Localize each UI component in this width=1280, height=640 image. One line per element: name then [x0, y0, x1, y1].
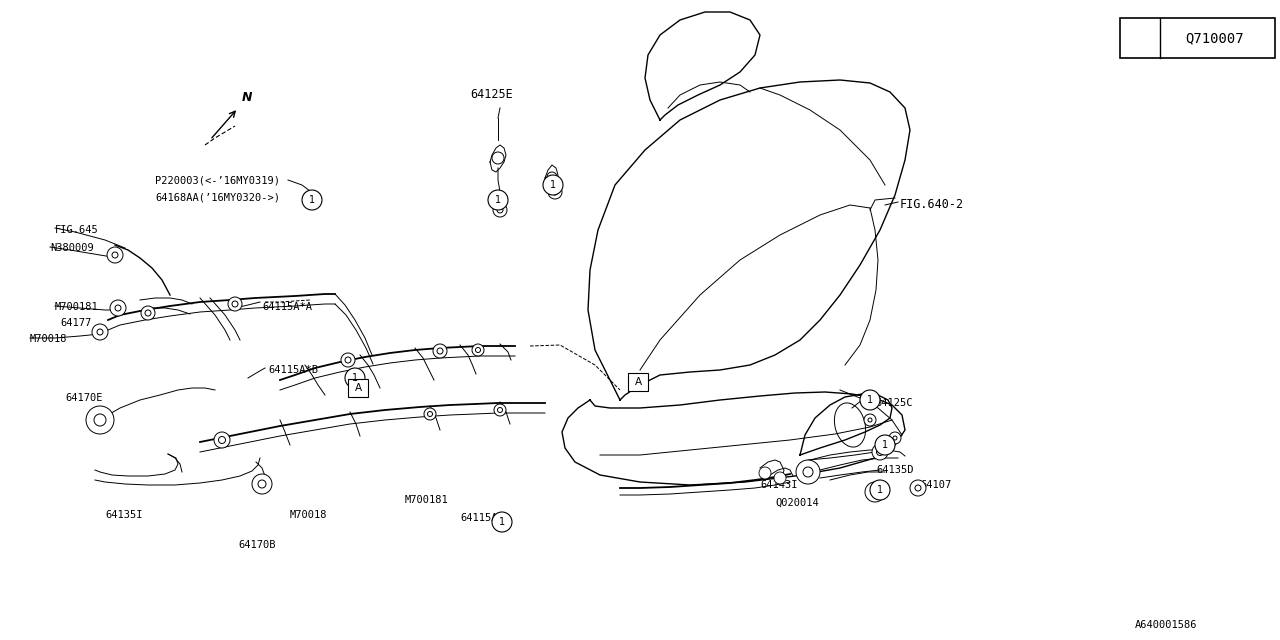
Text: 64143I: 64143I [760, 480, 797, 490]
Circle shape [214, 432, 230, 448]
Circle shape [110, 300, 125, 316]
Circle shape [340, 353, 355, 367]
Circle shape [494, 404, 506, 416]
Circle shape [228, 297, 242, 311]
Text: M70018: M70018 [291, 510, 328, 520]
Text: 64107: 64107 [920, 480, 951, 490]
Circle shape [92, 324, 108, 340]
Circle shape [493, 203, 507, 217]
Text: M700181: M700181 [404, 495, 449, 505]
Text: 64115A*B: 64115A*B [268, 365, 317, 375]
Text: 64170B: 64170B [238, 540, 275, 550]
Bar [348, 379, 369, 397]
Text: Q710007: Q710007 [1185, 31, 1244, 45]
Text: 64170E: 64170E [65, 393, 102, 403]
Text: 64135I: 64135I [105, 510, 142, 520]
Circle shape [860, 390, 881, 410]
Circle shape [346, 368, 365, 388]
Circle shape [865, 482, 884, 502]
Circle shape [302, 190, 323, 210]
Text: 64115A: 64115A [460, 513, 498, 523]
Circle shape [890, 432, 901, 444]
Circle shape [547, 172, 557, 182]
Text: P220003(<-’16MY0319): P220003(<-’16MY0319) [155, 175, 280, 185]
Text: Q020014: Q020014 [774, 498, 819, 508]
Circle shape [876, 435, 895, 455]
Circle shape [870, 480, 890, 500]
Circle shape [424, 408, 436, 420]
Circle shape [86, 406, 114, 434]
Text: M70018: M70018 [29, 334, 68, 344]
Text: 1: 1 [867, 395, 873, 405]
Text: 64168AA(’16MY0320->): 64168AA(’16MY0320->) [155, 192, 280, 202]
Text: 64125E: 64125E [470, 88, 513, 101]
Text: 1: 1 [499, 517, 506, 527]
Text: N: N [242, 91, 252, 104]
Text: 1: 1 [550, 180, 556, 190]
Circle shape [543, 175, 563, 195]
Text: A: A [635, 377, 641, 387]
Circle shape [252, 474, 273, 494]
Text: 1: 1 [882, 440, 888, 450]
Text: 1: 1 [1137, 31, 1144, 45]
Circle shape [492, 512, 512, 532]
Text: 1: 1 [352, 373, 358, 383]
Text: 1: 1 [308, 195, 315, 205]
Circle shape [796, 460, 820, 484]
Circle shape [872, 444, 888, 460]
Circle shape [1128, 26, 1152, 50]
Circle shape [548, 185, 562, 199]
Text: 1: 1 [495, 195, 500, 205]
Circle shape [774, 472, 786, 484]
Text: FIG.640-2: FIG.640-2 [900, 198, 964, 211]
Circle shape [492, 152, 504, 164]
Circle shape [472, 344, 484, 356]
Bar [1120, 18, 1275, 58]
Text: 1: 1 [877, 485, 883, 495]
Text: 64115A*A: 64115A*A [262, 302, 312, 312]
Circle shape [488, 190, 508, 210]
Text: 64135D: 64135D [876, 465, 914, 475]
Circle shape [433, 344, 447, 358]
Text: 64125C: 64125C [876, 398, 913, 408]
Circle shape [759, 467, 771, 479]
Circle shape [910, 480, 925, 496]
Text: A: A [355, 383, 361, 393]
Text: 64177: 64177 [60, 318, 91, 328]
Circle shape [141, 306, 155, 320]
Circle shape [864, 414, 876, 426]
Text: A640001586: A640001586 [1135, 620, 1198, 630]
Text: FIG.645: FIG.645 [55, 225, 99, 235]
Bar [628, 373, 648, 391]
Text: M700181: M700181 [55, 302, 99, 312]
Text: N380009: N380009 [50, 243, 93, 253]
Circle shape [108, 247, 123, 263]
Circle shape [303, 191, 317, 205]
